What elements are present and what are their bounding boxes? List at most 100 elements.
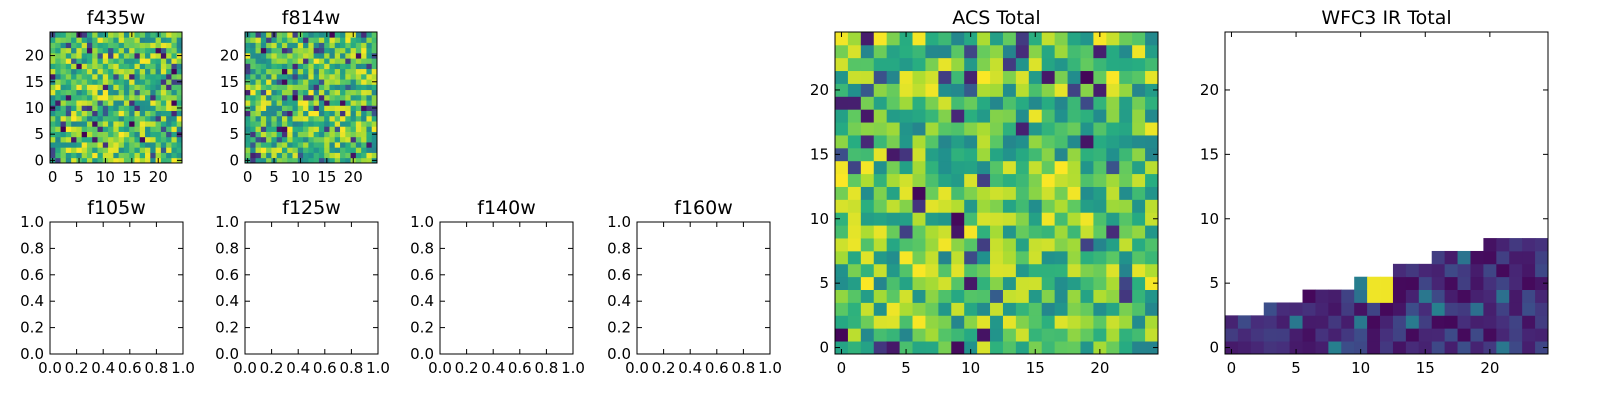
heatmap-cell xyxy=(340,105,346,111)
heatmap-cell xyxy=(1418,315,1433,329)
heatmap-cell xyxy=(1080,135,1094,149)
heatmap-cell xyxy=(1380,328,1394,342)
heatmap-cell xyxy=(171,32,178,38)
heatmap-cell xyxy=(860,302,875,316)
heatmap-cell xyxy=(1067,122,1081,136)
heatmap-cell xyxy=(977,212,991,226)
heatmap-cell xyxy=(287,110,293,117)
heatmap-cell xyxy=(1132,109,1146,123)
heatmap-cell xyxy=(287,58,293,64)
heatmap-cell xyxy=(334,94,341,101)
heatmap-cell xyxy=(329,58,336,64)
heatmap-cell xyxy=(912,44,926,59)
heatmap-cell xyxy=(155,47,162,54)
heatmap-cell xyxy=(990,135,1004,149)
axes-frame xyxy=(49,31,183,164)
heatmap-cell xyxy=(150,136,156,143)
heatmap-cell xyxy=(76,79,83,85)
heatmap-cell xyxy=(1522,328,1536,342)
heatmap-cell xyxy=(139,47,146,54)
heatmap-cell xyxy=(361,68,367,75)
heatmap-cell xyxy=(245,73,251,80)
heatmap-cell xyxy=(65,152,72,159)
heatmap-cell xyxy=(1431,289,1446,303)
heatmap-cell xyxy=(1276,302,1290,316)
heatmap-cell xyxy=(925,225,939,239)
heatmap-cell xyxy=(1093,225,1107,239)
y-tick-label: 0 xyxy=(34,151,44,169)
heatmap-cell xyxy=(1002,70,1017,84)
heatmap-cell xyxy=(355,84,362,91)
heatmap-cell xyxy=(102,136,109,143)
heatmap-cell xyxy=(1132,135,1146,149)
y-tick-label: 0.4 xyxy=(607,292,631,310)
heatmap-cell xyxy=(1093,276,1107,290)
heatmap-cell xyxy=(1041,328,1056,342)
heatmap-cell xyxy=(108,79,114,85)
heatmap-cell xyxy=(276,73,283,80)
heatmap-cell xyxy=(245,47,251,54)
heatmap-cell xyxy=(118,105,125,111)
heatmap-cell xyxy=(847,147,862,162)
heatmap-cell xyxy=(97,89,104,96)
heatmap-cell xyxy=(97,47,104,54)
heatmap-cell xyxy=(1444,302,1458,316)
heatmap-cell xyxy=(1444,315,1458,329)
heatmap-cell xyxy=(297,100,304,106)
heatmap-cell xyxy=(1496,238,1510,252)
heatmap-cell xyxy=(71,89,77,96)
heatmap-cell xyxy=(366,100,373,106)
heatmap-cell xyxy=(113,94,120,101)
heatmap-cell xyxy=(835,32,849,46)
heatmap-cell xyxy=(1263,315,1278,329)
heatmap-cell xyxy=(281,32,288,38)
heatmap-cell xyxy=(303,89,309,96)
heatmap-cell xyxy=(899,263,913,278)
heatmap-cell xyxy=(245,68,251,75)
heatmap-cell xyxy=(1119,44,1133,59)
heatmap-cell xyxy=(886,315,900,329)
heatmap-cell xyxy=(1106,32,1120,46)
heatmap-cell xyxy=(281,89,288,96)
heatmap-cell xyxy=(60,37,67,43)
heatmap-cell xyxy=(860,96,875,110)
heatmap-cell xyxy=(303,84,309,91)
heatmap-cell xyxy=(150,100,156,106)
heatmap-cell xyxy=(266,73,272,80)
heatmap-cell xyxy=(1145,173,1159,187)
heatmap-cell xyxy=(260,63,267,70)
heatmap-cell xyxy=(318,157,325,164)
heatmap-cell xyxy=(60,52,67,59)
heatmap-cell xyxy=(303,110,309,117)
heatmap-cell xyxy=(912,160,926,175)
heatmap-cell xyxy=(97,58,104,64)
heatmap-cell xyxy=(1002,96,1017,110)
heatmap-cell xyxy=(171,52,178,59)
heatmap-cell xyxy=(81,37,88,43)
heatmap-cell xyxy=(886,160,900,175)
heatmap-cell xyxy=(835,83,849,97)
x-tick-label: 10 xyxy=(1351,359,1370,377)
heatmap-cell xyxy=(1093,135,1107,149)
panel-title: f105w xyxy=(87,197,146,219)
heatmap-cell xyxy=(297,115,304,122)
heatmap-cell xyxy=(118,73,125,80)
heatmap-cell xyxy=(160,52,167,59)
heatmap-cell xyxy=(292,94,299,101)
heatmap-cell xyxy=(166,94,172,101)
heatmap-cell xyxy=(1054,263,1068,278)
heatmap-cell xyxy=(350,84,357,91)
heatmap-cell xyxy=(899,289,913,303)
heatmap-cell xyxy=(345,37,351,43)
heatmap-cell xyxy=(266,89,272,96)
heatmap-cell xyxy=(287,121,293,127)
heatmap-cell xyxy=(166,79,172,85)
heatmap-cell xyxy=(1289,328,1303,342)
heatmap-cell xyxy=(297,121,304,127)
heatmap-cell xyxy=(118,147,125,153)
heatmap-cell xyxy=(977,276,991,290)
heatmap-cell xyxy=(925,44,939,59)
heatmap-cell xyxy=(345,136,351,143)
heatmap-cell xyxy=(113,136,120,143)
